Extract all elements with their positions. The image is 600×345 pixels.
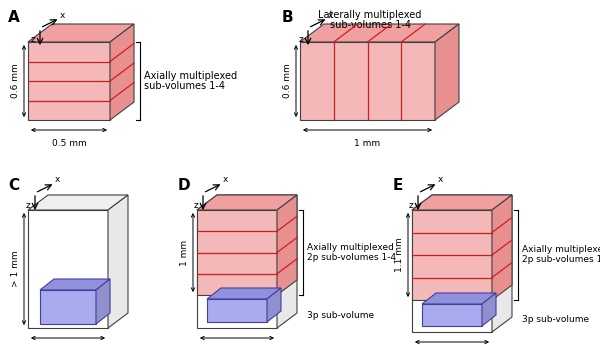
Text: 1 mm: 1 mm (355, 139, 380, 148)
Text: 3p sub-volume: 3p sub-volume (522, 315, 589, 325)
Text: D: D (178, 178, 191, 193)
Polygon shape (108, 195, 128, 328)
Text: > 1 mm: > 1 mm (11, 251, 20, 287)
Text: x: x (59, 10, 65, 20)
Text: 0.6 mm: 0.6 mm (11, 63, 20, 98)
Text: 2p sub-volumes 1-4: 2p sub-volumes 1-4 (522, 256, 600, 265)
Text: 3p sub-volume: 3p sub-volume (307, 311, 374, 320)
Polygon shape (492, 195, 512, 300)
Polygon shape (412, 210, 492, 332)
Polygon shape (96, 279, 110, 324)
Text: z: z (26, 200, 31, 209)
Polygon shape (267, 288, 281, 322)
Polygon shape (435, 24, 459, 120)
Polygon shape (412, 195, 512, 210)
Polygon shape (482, 293, 496, 326)
Text: x: x (55, 176, 59, 185)
Text: 1.1 mm: 1.1 mm (395, 238, 404, 272)
Polygon shape (492, 195, 512, 332)
Polygon shape (300, 42, 435, 120)
Polygon shape (197, 210, 277, 295)
Text: E: E (393, 178, 403, 193)
Polygon shape (277, 195, 297, 328)
Polygon shape (277, 195, 297, 295)
Text: B: B (282, 10, 293, 25)
Text: 0.6 mm: 0.6 mm (283, 63, 292, 98)
Text: sub-volumes 1-4: sub-volumes 1-4 (329, 20, 410, 30)
Text: z: z (194, 200, 199, 209)
Polygon shape (40, 290, 96, 324)
Polygon shape (197, 210, 277, 328)
Polygon shape (197, 195, 297, 210)
Polygon shape (422, 304, 482, 326)
Polygon shape (28, 42, 110, 120)
Text: sub-volumes 1-4: sub-volumes 1-4 (144, 81, 225, 91)
Text: A: A (8, 10, 20, 25)
Text: x: x (437, 176, 443, 185)
Text: Laterally multiplexed: Laterally multiplexed (319, 10, 422, 20)
Text: 1 mm: 1 mm (180, 239, 189, 266)
Polygon shape (28, 210, 108, 328)
Text: x: x (223, 176, 227, 185)
Text: Axially multiplexed: Axially multiplexed (307, 243, 394, 252)
Polygon shape (412, 195, 512, 210)
Polygon shape (28, 24, 134, 42)
Text: z: z (409, 200, 413, 209)
Polygon shape (197, 195, 297, 210)
Text: z: z (31, 36, 35, 45)
Polygon shape (207, 288, 281, 299)
Text: Axially multiplexed: Axially multiplexed (522, 246, 600, 255)
Polygon shape (28, 195, 128, 210)
Text: 0.5 mm: 0.5 mm (52, 139, 86, 148)
Polygon shape (300, 24, 459, 42)
Text: x: x (328, 10, 332, 20)
Text: C: C (8, 178, 19, 193)
Text: Axially multiplexed: Axially multiplexed (144, 71, 237, 81)
Polygon shape (207, 299, 267, 322)
Text: 2p sub-volumes 1-4: 2p sub-volumes 1-4 (307, 253, 396, 262)
Text: z: z (299, 36, 304, 45)
Polygon shape (412, 210, 492, 300)
Polygon shape (40, 279, 110, 290)
Polygon shape (110, 24, 134, 120)
Polygon shape (422, 293, 496, 304)
